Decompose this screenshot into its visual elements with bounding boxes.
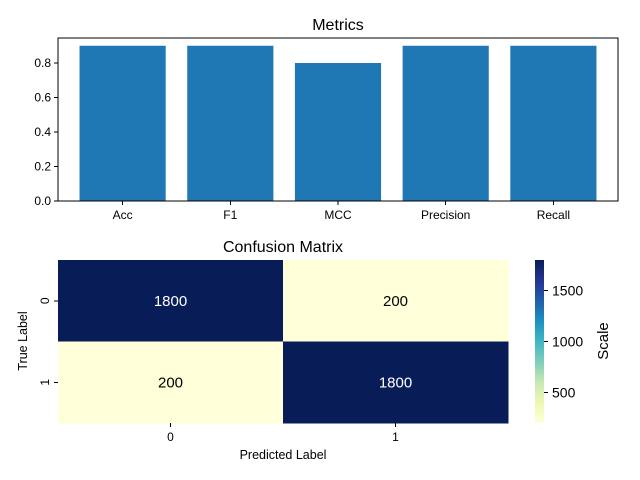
colorbar-label: Scale <box>595 322 612 360</box>
heatmap-cell <box>283 341 509 424</box>
bar-x-tick-label: Recall <box>537 208 570 222</box>
bar-x-axis: Acc F1 MCC Precision Recall <box>113 201 570 222</box>
bar-series <box>79 45 597 202</box>
bar-x-tick-label: Precision <box>421 208 470 222</box>
bar-y-tick-label: 0.8 <box>34 56 51 70</box>
bar-x-tick-label: MCC <box>324 208 352 222</box>
heatmap-y-axis: 01 <box>38 297 58 386</box>
colorbar-gradient <box>535 260 544 423</box>
bar-chart-title: Metrics <box>312 17 364 34</box>
metrics-bar-chart: Metrics Acc F1 MCC Precision Recall 0.00.20.… <box>34 17 619 222</box>
colorbar-tick-label: 500 <box>552 384 576 400</box>
heatmap-y-tick-label: 1 <box>38 379 52 386</box>
bar-y-axis: 0.0 0.2 0.4 0.6 0.8 <box>34 56 58 208</box>
colorbar: 500 1000 1500 Scale <box>535 260 612 423</box>
bar-f1 <box>187 45 274 202</box>
colorbar-tick-label: 1000 <box>552 334 583 350</box>
heatmap-cell <box>58 260 284 342</box>
bar-y-tick-label: 0.4 <box>34 125 51 139</box>
bar-x-tick-label: Acc <box>113 208 133 222</box>
heatmap-cell-label: 1800 <box>154 293 187 310</box>
bar-y-tick-label: 0.6 <box>34 91 51 105</box>
heatmap-cell-label: 200 <box>383 293 408 310</box>
heatmap-cell <box>58 341 284 424</box>
colorbar-tick-label: 1500 <box>552 283 583 299</box>
heatmap-cell-label: 200 <box>158 374 183 391</box>
colorbar-ticks: 500 1000 1500 <box>544 283 583 400</box>
bar-y-tick-label: 0.0 <box>34 194 51 208</box>
bar-x-tick-label: F1 <box>223 208 237 222</box>
bar-mcc <box>294 63 382 201</box>
bar-precision <box>402 45 489 202</box>
heatmap-x-axis-label: Predicted Label <box>240 448 327 462</box>
bar-recall <box>510 45 597 202</box>
heatmap-y-tick-label: 0 <box>38 297 52 304</box>
heatmap-cell-label: 1800 <box>379 374 412 391</box>
heatmap-x-tick-label: 1 <box>392 430 399 444</box>
heatmap-cells: 1800 200 200 1800 <box>58 260 509 424</box>
bar-plot-frame <box>57 37 619 202</box>
heatmap-x-tick-label: 0 <box>167 430 174 444</box>
heatmap-title: Confusion Matrix <box>223 239 343 256</box>
bar-y-tick-label: 0.2 <box>34 160 51 174</box>
heatmap-y-axis-label: True Label <box>16 311 30 370</box>
heatmap-cell <box>283 260 509 342</box>
bar-acc <box>79 45 166 202</box>
